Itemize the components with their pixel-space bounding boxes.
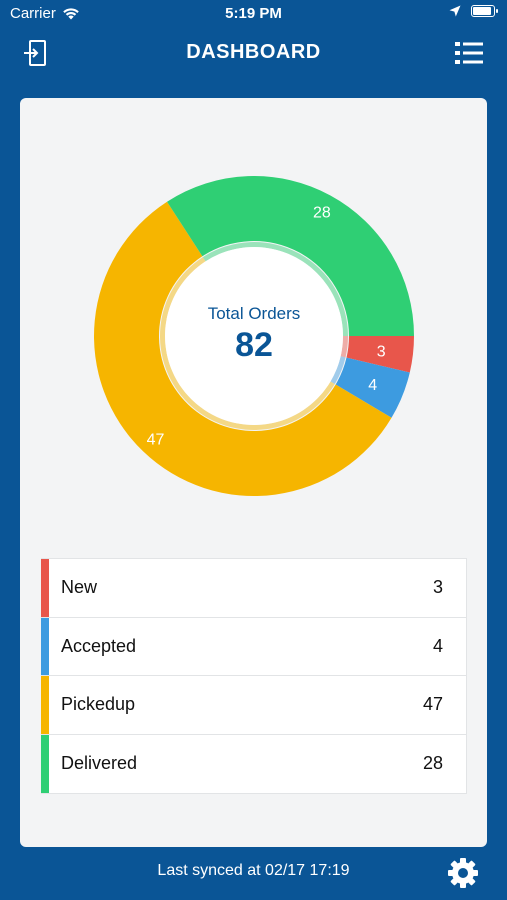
status-color-bar	[41, 676, 49, 734]
donut-value-label: 3	[377, 344, 386, 361]
donut-slice-new[interactable]	[346, 336, 414, 373]
status-row-pickedup[interactable]: Pickedup 47	[41, 676, 466, 735]
status-color-bar	[41, 559, 49, 617]
donut-value-label: 28	[313, 204, 331, 221]
wifi-icon	[63, 8, 79, 20]
donut-slice-delivered[interactable]	[167, 176, 414, 336]
clock: 5:19 PM	[225, 5, 282, 22]
order-status-list: New 3 Accepted 4 Pickedup 47 Delivered 2…	[41, 558, 467, 794]
status-count: 3	[432, 577, 443, 598]
status-label: New	[61, 577, 98, 598]
battery-icon	[471, 5, 498, 17]
list-menu-icon[interactable]	[453, 38, 485, 68]
orders-donut-chart: 34 47 28	[94, 176, 414, 496]
donut-slice-pickedup[interactable]	[94, 201, 392, 496]
carrier-label: Carrier	[10, 5, 56, 22]
status-color-bar	[41, 617, 49, 675]
status-count: 47	[422, 694, 443, 715]
donut-inner-ring-delivered	[202, 242, 348, 336]
location-arrow-icon	[449, 5, 461, 17]
donut-inner-ring-new	[340, 336, 348, 358]
status-label: Pickedup	[61, 694, 136, 715]
donut-inner-ring-accepted	[330, 356, 346, 385]
dashboard-card: 3 4 47 28 Total Orders 82 New 3 Accepted 4 …	[20, 98, 487, 847]
status-row-delivered[interactable]: Delivered 28	[41, 734, 466, 793]
status-row-accepted[interactable]: Accepted 4	[41, 617, 466, 676]
status-bar: Carrier 5:19 PM	[0, 0, 507, 28]
page-title: DASHBOARD	[186, 41, 321, 63]
status-color-bar	[41, 734, 49, 793]
status-count: 28	[422, 753, 443, 774]
donut-value-label: 4	[368, 377, 377, 394]
donut-value-label: 47	[147, 431, 165, 448]
logout-icon[interactable]	[22, 38, 52, 68]
status-label: Delivered	[61, 753, 138, 774]
last-synced-text: Last synced at 02/17 17:19	[157, 862, 350, 879]
status-count: 4	[432, 635, 443, 656]
carrier-info: Carrier	[10, 5, 80, 22]
nav-bar: DASHBOARD	[0, 28, 507, 78]
donut-slice-accepted[interactable]	[335, 357, 410, 418]
status-row-new[interactable]: New 3	[41, 559, 466, 618]
gear-icon[interactable]	[447, 857, 479, 889]
status-label: Accepted	[61, 635, 137, 656]
donut-center	[165, 247, 343, 425]
